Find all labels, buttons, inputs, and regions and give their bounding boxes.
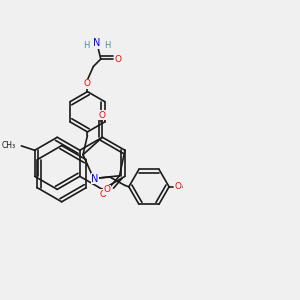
Text: N: N <box>93 38 100 48</box>
Text: O: O <box>99 111 106 120</box>
Text: H: H <box>83 41 89 50</box>
Text: N: N <box>92 173 99 184</box>
Text: O: O <box>84 80 91 88</box>
Text: H: H <box>104 41 110 50</box>
Text: O: O <box>114 55 122 64</box>
Text: O: O <box>104 185 111 194</box>
Text: O: O <box>174 182 181 191</box>
Text: CH₃: CH₃ <box>2 141 16 150</box>
Text: O: O <box>99 190 106 199</box>
